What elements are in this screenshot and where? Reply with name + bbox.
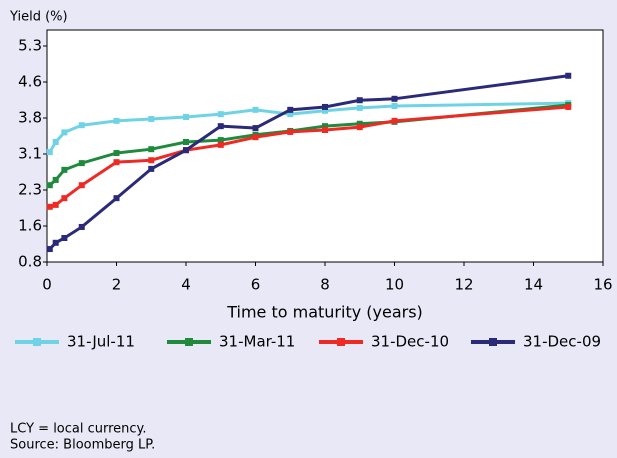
- y-tick-label: 2.3: [18, 181, 42, 199]
- point: [356, 120, 363, 127]
- point: [46, 203, 53, 210]
- point: [61, 166, 68, 173]
- point: [46, 182, 53, 189]
- legend-swatch: [489, 338, 497, 346]
- plot-area: [46, 29, 604, 263]
- point: [78, 182, 85, 189]
- point: [252, 125, 259, 132]
- legend-label: 31-Mar-11: [219, 333, 295, 351]
- x-tick-label: 14: [524, 276, 543, 294]
- point: [61, 195, 68, 202]
- legend-label: 31-Jul-11: [67, 333, 135, 351]
- point: [322, 107, 328, 114]
- x-tick-label: 12: [454, 276, 473, 294]
- point: [356, 124, 363, 131]
- point: [148, 115, 155, 122]
- point: [148, 157, 155, 164]
- point: [322, 127, 328, 133]
- point: [52, 239, 59, 246]
- point: [113, 150, 120, 157]
- point: [78, 122, 85, 129]
- point: [148, 146, 155, 153]
- point: [183, 147, 189, 154]
- point: [287, 128, 294, 135]
- point: [287, 111, 294, 118]
- x-axis-label: Time to maturity (years): [226, 303, 423, 322]
- y-tick-label: 0.8: [18, 253, 42, 271]
- point: [356, 104, 363, 111]
- x-tick-label: 2: [112, 276, 122, 294]
- x-tick-label: 4: [181, 276, 191, 294]
- point: [46, 246, 53, 253]
- y-tick-label: 3.1: [18, 145, 42, 163]
- point: [52, 201, 59, 208]
- note: LCY = local currency.: [10, 422, 147, 437]
- y-tick-label: 3.8: [18, 109, 42, 127]
- y-tick-label: 5.3: [18, 37, 42, 55]
- x-tick-label: 10: [385, 276, 404, 294]
- x-tick-label: 6: [251, 276, 261, 294]
- note: Source: Bloomberg LP.: [10, 438, 155, 453]
- point: [183, 114, 189, 121]
- y-tick-label: 1.6: [18, 217, 42, 235]
- point: [113, 195, 120, 202]
- point: [61, 129, 68, 136]
- point: [52, 176, 59, 183]
- point: [252, 106, 259, 113]
- point: [391, 103, 398, 109]
- point: [52, 139, 59, 145]
- legend-swatch: [33, 338, 41, 346]
- point: [287, 106, 294, 113]
- point: [61, 235, 68, 241]
- point: [78, 223, 85, 230]
- point: [46, 149, 53, 156]
- point: [78, 160, 85, 167]
- point: [322, 123, 328, 130]
- x-tick-label: 8: [320, 276, 330, 294]
- x-tick-label: 16: [593, 276, 612, 294]
- legend-swatch: [185, 338, 193, 346]
- point: [391, 117, 398, 124]
- point: [252, 134, 259, 141]
- point: [565, 103, 572, 110]
- point: [217, 123, 224, 130]
- point: [356, 97, 363, 104]
- legend-label: 31-Dec-10: [371, 333, 449, 351]
- legend-swatch: [337, 338, 345, 346]
- legend-label: 31-Dec-09: [523, 333, 601, 351]
- point: [183, 139, 189, 145]
- point: [148, 165, 155, 172]
- point: [322, 103, 328, 110]
- point: [391, 95, 398, 102]
- point: [217, 141, 224, 148]
- point: [217, 137, 224, 144]
- y-axis-label: Yield (%): [9, 10, 68, 25]
- point: [113, 159, 120, 166]
- point: [217, 111, 224, 118]
- point: [113, 117, 120, 124]
- y-tick-label: 4.6: [18, 73, 42, 91]
- point: [565, 72, 572, 79]
- x-tick-label: 0: [42, 276, 52, 294]
